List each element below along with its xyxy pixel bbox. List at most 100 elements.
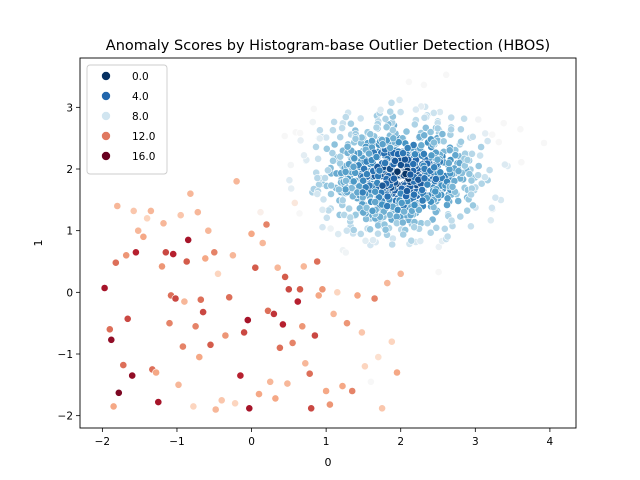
data-point	[477, 179, 486, 188]
data-point	[308, 118, 317, 126]
data-point	[180, 297, 189, 306]
legend-label: 0.0	[132, 71, 149, 83]
data-point	[322, 144, 331, 153]
legend-marker	[101, 71, 111, 81]
data-point	[427, 151, 436, 160]
data-point	[318, 223, 327, 232]
data-point	[288, 338, 297, 347]
data-point	[516, 125, 525, 134]
data-point	[193, 208, 202, 217]
legend-label: 12.0	[132, 131, 155, 143]
data-point	[420, 174, 429, 183]
data-point	[486, 216, 495, 225]
data-point	[517, 158, 526, 167]
data-point	[381, 225, 390, 234]
data-point	[100, 284, 109, 292]
data-point	[176, 211, 185, 220]
data-point	[368, 136, 376, 145]
data-point	[383, 202, 392, 210]
data-point	[154, 398, 163, 406]
data-point	[287, 184, 296, 193]
data-point	[442, 70, 451, 79]
data-point	[114, 388, 123, 397]
data-point	[476, 151, 484, 160]
data-point	[236, 371, 245, 380]
data-point	[386, 107, 395, 116]
data-point	[374, 353, 383, 361]
data-point	[474, 171, 482, 180]
data-point	[399, 149, 407, 158]
data-point	[378, 140, 387, 149]
data-point	[178, 342, 187, 351]
data-point	[448, 182, 457, 191]
data-point	[430, 163, 439, 172]
data-point	[483, 137, 492, 145]
data-point	[122, 251, 131, 260]
data-point	[467, 176, 476, 185]
data-point	[313, 190, 322, 198]
data-point	[329, 309, 338, 318]
data-point	[283, 379, 292, 388]
data-point	[400, 207, 408, 216]
data-point	[404, 78, 413, 86]
data-point	[356, 114, 365, 123]
data-point	[128, 371, 137, 380]
data-point	[457, 137, 465, 146]
data-point	[119, 361, 128, 369]
data-point	[341, 185, 350, 194]
data-point	[299, 262, 308, 271]
data-point	[426, 128, 435, 136]
data-point	[371, 187, 380, 196]
data-point	[443, 194, 452, 203]
data-point	[359, 176, 368, 185]
data-point	[397, 198, 406, 207]
data-point	[338, 196, 347, 205]
data-point	[429, 109, 438, 117]
data-point	[454, 167, 463, 175]
data-point	[375, 166, 384, 175]
plot-frame	[79, 57, 577, 429]
data-point	[376, 105, 385, 114]
data-point	[334, 230, 343, 238]
data-point	[296, 136, 305, 145]
data-point	[443, 201, 451, 209]
data-point	[447, 113, 456, 122]
data-point	[345, 204, 353, 213]
data-point	[411, 150, 419, 159]
data-point	[330, 118, 338, 126]
data-point	[312, 142, 320, 151]
data-point	[273, 263, 282, 272]
data-point	[421, 123, 430, 132]
data-point	[322, 133, 331, 142]
legend-label: 4.0	[132, 91, 149, 103]
data-point	[342, 226, 351, 235]
data-point	[129, 206, 138, 215]
data-point	[182, 257, 191, 266]
data-point	[349, 162, 358, 171]
data-point	[494, 138, 503, 146]
data-point	[426, 228, 435, 237]
data-point	[414, 205, 423, 214]
data-point	[361, 236, 370, 245]
x-tick-label: 1	[323, 436, 330, 448]
data-point	[410, 201, 419, 209]
data-point	[281, 272, 289, 281]
data-point	[315, 134, 324, 143]
data-point	[343, 319, 351, 328]
data-point	[371, 198, 380, 206]
data-point	[434, 242, 443, 251]
data-point	[447, 216, 456, 225]
data-point	[318, 285, 327, 294]
data-point	[396, 108, 405, 116]
data-point	[319, 195, 328, 204]
x-axis-ticks: −2 −1 0 1 2 3 4	[95, 428, 554, 448]
data-point	[286, 161, 295, 169]
data-point	[189, 402, 198, 411]
data-point	[348, 387, 357, 395]
data-point	[315, 126, 324, 135]
data-point	[322, 387, 330, 395]
data-point	[366, 130, 375, 139]
data-point	[463, 156, 472, 164]
data-point	[381, 159, 389, 167]
data-point	[439, 137, 448, 146]
